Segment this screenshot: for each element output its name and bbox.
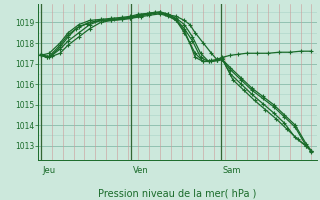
Text: Jeu: Jeu [43, 166, 56, 175]
Text: Ven: Ven [132, 166, 148, 175]
Text: Sam: Sam [223, 166, 241, 175]
Text: Pression niveau de la mer( hPa ): Pression niveau de la mer( hPa ) [99, 188, 257, 198]
